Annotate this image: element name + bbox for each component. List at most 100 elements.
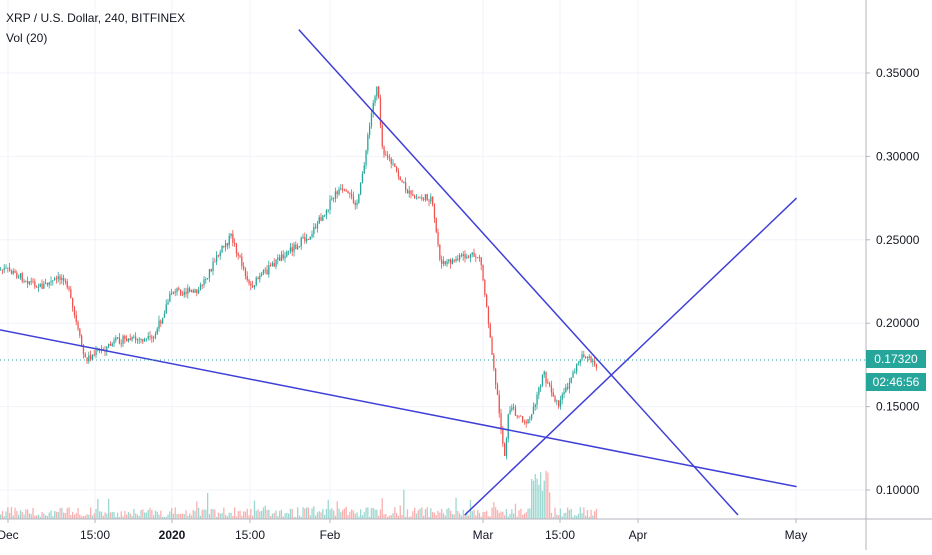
volume-bar xyxy=(581,513,583,519)
candle-body xyxy=(424,194,427,200)
candle-body xyxy=(541,374,544,386)
price-axis[interactable]: 0.35000 0.30000 0.25000 0.20000 0.15000 0.100… xyxy=(866,66,920,497)
volume-bar xyxy=(480,516,482,519)
volume-bar xyxy=(199,515,202,519)
grid xyxy=(0,0,866,519)
candle-body xyxy=(558,400,560,407)
candle-body xyxy=(505,438,508,457)
volume-bar xyxy=(540,472,542,519)
volume-indicator-label[interactable]: Vol (20) xyxy=(6,31,48,45)
y-tick-label: 0.35000 xyxy=(876,66,920,80)
volume-bar xyxy=(315,515,317,519)
y-tick-label: 0.10000 xyxy=(876,483,920,497)
candle-body xyxy=(343,189,346,191)
candle-body xyxy=(262,270,265,274)
candle-body xyxy=(219,252,221,256)
candle-body xyxy=(171,293,173,295)
volume-bar xyxy=(187,515,189,519)
candle-body xyxy=(270,265,272,267)
candle-body xyxy=(91,354,94,360)
volume-bar xyxy=(531,478,533,519)
volume-bar xyxy=(520,508,522,519)
candle-body xyxy=(514,407,517,416)
candle-body xyxy=(372,102,374,114)
candle-body xyxy=(18,277,20,279)
volume-bar xyxy=(268,509,270,519)
volume-bar xyxy=(16,510,18,519)
candle-body xyxy=(415,197,418,199)
volume-bar xyxy=(518,510,520,519)
candle-body xyxy=(406,189,409,194)
volume-bar xyxy=(261,510,263,519)
volume-bar xyxy=(264,505,266,519)
candle-body xyxy=(300,237,302,247)
candle-body xyxy=(450,259,452,264)
candle-body xyxy=(331,198,333,200)
volume-bar xyxy=(194,511,196,519)
volume-bar xyxy=(392,513,394,519)
volume-bar xyxy=(102,515,104,519)
volume-bar xyxy=(75,513,77,519)
volume-bar xyxy=(514,503,517,519)
volume-bar xyxy=(54,510,56,519)
candle-body xyxy=(248,280,250,284)
candle-body xyxy=(351,194,353,197)
volume-bar xyxy=(208,514,211,519)
volume-bar xyxy=(536,478,538,519)
candle-body xyxy=(55,278,58,280)
volume-bar xyxy=(556,514,558,519)
candle-body xyxy=(90,355,92,360)
volume-bar xyxy=(378,515,380,519)
volume-bar xyxy=(176,514,178,519)
volume-bar xyxy=(28,513,31,519)
trendlines[interactable] xyxy=(0,29,798,516)
candle-body xyxy=(489,323,491,338)
time-axis[interactable]: Dec 15:00 2020 15:00 Feb Mar 15:00 Apr May xyxy=(0,519,807,542)
candle-body xyxy=(363,165,365,174)
volume-bar xyxy=(120,511,122,519)
candle-body xyxy=(462,254,464,256)
candle-body xyxy=(421,197,423,200)
candle-body xyxy=(106,346,108,352)
candle-body xyxy=(277,257,279,260)
volume-bar xyxy=(561,516,563,519)
candle-body xyxy=(477,257,479,259)
candle-body xyxy=(356,202,358,206)
volume-bar xyxy=(113,512,115,519)
symbol-title[interactable]: XRP / U.S. Dollar, 240, BITFINEX xyxy=(6,11,186,25)
trendline[interactable] xyxy=(464,197,798,516)
candle-body xyxy=(435,218,437,232)
volume-bar xyxy=(126,514,128,519)
candle-body xyxy=(534,404,536,407)
volume-bar xyxy=(5,511,7,519)
candle-body xyxy=(583,354,585,358)
volume-bar xyxy=(495,507,497,519)
candle-body xyxy=(266,269,268,275)
trendline[interactable] xyxy=(0,328,797,488)
candle-body xyxy=(41,283,43,289)
volume-bar xyxy=(354,513,356,519)
volume-bar xyxy=(318,511,320,519)
volume-bar xyxy=(298,515,301,519)
candle-body xyxy=(509,409,511,415)
trendline[interactable] xyxy=(298,29,739,516)
volume-bar xyxy=(100,511,103,519)
volume-bar xyxy=(151,510,153,519)
candle-body xyxy=(82,346,85,355)
volume-bar xyxy=(320,512,322,519)
volume-bar xyxy=(174,507,176,519)
candle-body xyxy=(257,277,259,280)
volume-bar xyxy=(234,507,236,519)
candle-body xyxy=(592,360,594,362)
candle-body xyxy=(205,279,207,280)
volume-bar xyxy=(165,516,167,519)
volume-bar xyxy=(221,513,223,519)
volume-bar xyxy=(14,507,16,519)
volume-bar xyxy=(358,516,360,519)
volume-bar xyxy=(183,514,185,519)
volume-bar xyxy=(351,509,353,519)
volume-bar xyxy=(295,516,297,519)
volume-bar xyxy=(223,507,225,519)
